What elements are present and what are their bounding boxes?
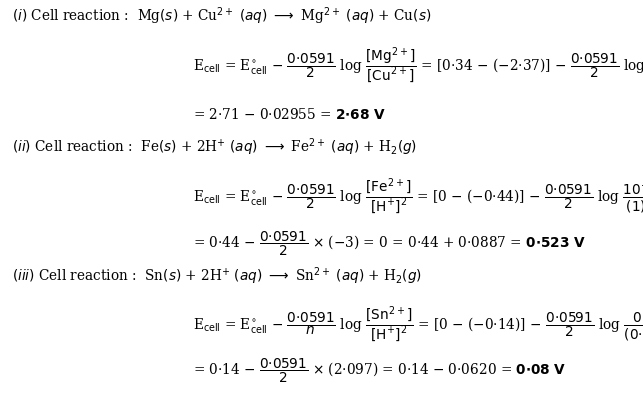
Text: = 0$\cdot$44 $-$ $\dfrac{0{\cdot}0591}{2}$ $\times$ ($-$3) = 0 = 0$\cdot$44 + 0$: = 0$\cdot$44 $-$ $\dfrac{0{\cdot}0591}{2… — [193, 230, 585, 258]
Text: E$_{\rm cell}$ = E$^{\circ}_{\rm cell}$ $-$ $\dfrac{0{\cdot}0591}{2}$ log $\dfra: E$_{\rm cell}$ = E$^{\circ}_{\rm cell}$ … — [193, 176, 643, 216]
Text: E$_{\rm cell}$ = E$^{\circ}_{\rm cell}$ $-$ $\dfrac{0{\cdot}0591}{n}$ log $\dfra: E$_{\rm cell}$ = E$^{\circ}_{\rm cell}$ … — [193, 304, 643, 344]
Text: = 0$\cdot$14 $-$ $\dfrac{0{\cdot}0591}{2}$ $\times$ (2$\cdot$097) = 0$\cdot$14 $: = 0$\cdot$14 $-$ $\dfrac{0{\cdot}0591}{2… — [193, 357, 566, 385]
Text: $(i)$ Cell reaction :  Mg$(s)$ + Cu$^{2+}$ $(aq)$ $\longrightarrow$ Mg$^{2+}$ $(: $(i)$ Cell reaction : Mg$(s)$ + Cu$^{2+}… — [12, 6, 431, 27]
Text: = 2$\cdot$71 $-$ 0$\cdot$02955 = $\mathbf{2{\cdot}68}$ $\mathbf{V}$: = 2$\cdot$71 $-$ 0$\cdot$02955 = $\mathb… — [193, 107, 386, 122]
Text: $(iii)$ Cell reaction :  Sn$(s)$ + 2H$^{+}$ $(aq)$ $\longrightarrow$ Sn$^{2+}$ $: $(iii)$ Cell reaction : Sn$(s)$ + 2H$^{+… — [12, 266, 422, 287]
Text: $(ii)$ Cell reaction :  Fe$(s)$ + 2H$^{+}$ $(aq)$ $\longrightarrow$ Fe$^{2+}$ $(: $(ii)$ Cell reaction : Fe$(s)$ + 2H$^{+}… — [12, 136, 417, 158]
Text: E$_{\rm cell}$ = E$^{\circ}_{\rm cell}$ $-$ $\dfrac{0{\cdot}0591}{2}$ log $\dfra: E$_{\rm cell}$ = E$^{\circ}_{\rm cell}$ … — [193, 46, 643, 85]
